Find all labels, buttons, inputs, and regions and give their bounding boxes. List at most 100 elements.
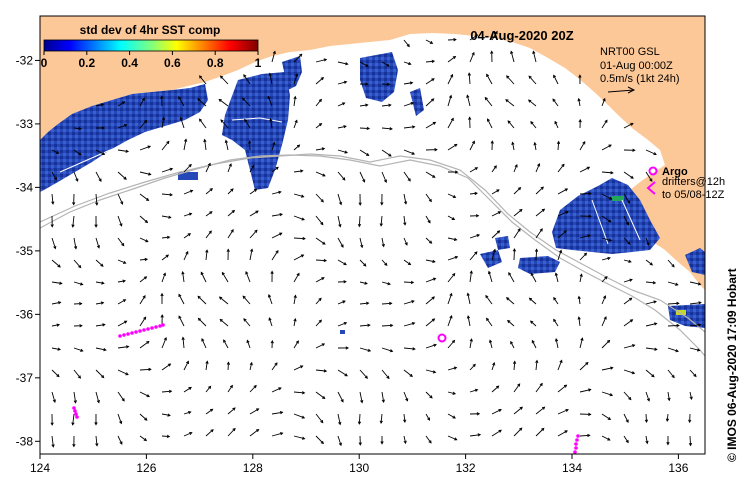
current-vector — [359, 324, 370, 327]
current-vector-head — [243, 74, 247, 78]
sst-patch — [612, 196, 624, 201]
current-vector — [380, 215, 383, 226]
current-vector-head — [279, 213, 283, 217]
current-vector — [645, 347, 657, 350]
current-vector-head — [365, 103, 369, 107]
current-vector — [381, 369, 390, 379]
current-vector-head — [338, 224, 342, 228]
current-vector — [491, 362, 495, 371]
current-vector — [601, 257, 611, 261]
colorbar-title: std dev of 4hr SST comp — [80, 23, 221, 37]
current-vector-head — [553, 296, 557, 301]
current-vector — [139, 258, 148, 261]
current-vector — [293, 73, 298, 85]
current-vector — [244, 119, 251, 129]
current-vector — [468, 73, 471, 85]
current-vector — [403, 149, 415, 155]
current-vector-head — [486, 73, 490, 77]
current-vector-head — [492, 362, 496, 366]
current-vector — [293, 340, 299, 349]
current-vector-head — [268, 72, 272, 76]
current-vector-head — [226, 248, 230, 252]
legend-arrow — [607, 89, 635, 93]
current-vector-head — [73, 246, 78, 250]
current-vector-head — [299, 53, 303, 57]
current-vector — [578, 296, 581, 305]
current-vector — [403, 171, 411, 182]
current-vector — [555, 338, 559, 349]
current-vector — [447, 237, 457, 241]
current-vector — [315, 343, 325, 349]
current-vector — [117, 237, 125, 246]
current-vector — [601, 144, 612, 151]
current-vector-head — [320, 199, 324, 203]
current-vector — [491, 409, 502, 415]
current-vector-head — [338, 442, 342, 447]
current-vector-head — [649, 178, 653, 182]
current-vector — [667, 324, 679, 327]
current-vector — [447, 193, 456, 198]
current-vector-head — [389, 301, 393, 306]
current-vector-head — [468, 116, 472, 120]
sst-patch — [340, 330, 345, 334]
current-vector — [469, 271, 472, 283]
y-tick-label: -32 — [16, 53, 34, 67]
current-vector — [139, 237, 149, 243]
current-vector — [271, 142, 275, 151]
current-vector-head — [384, 262, 388, 266]
sst-patch — [685, 248, 705, 275]
current-vector-head — [188, 163, 192, 168]
current-vector — [293, 96, 296, 107]
current-vector — [557, 409, 569, 415]
current-vector-head — [379, 223, 383, 227]
colorbar-tick-label: 0 — [41, 56, 48, 70]
current-vector — [645, 259, 653, 266]
current-vector — [447, 215, 455, 220]
current-vector-head — [471, 140, 475, 144]
current-vector — [242, 97, 251, 107]
current-vector-head — [675, 349, 679, 353]
current-vector-head — [411, 125, 416, 129]
current-vector — [645, 323, 657, 327]
current-vector-head — [488, 339, 493, 343]
sst-patch — [552, 178, 660, 254]
current-vector-head — [166, 434, 171, 439]
current-vector — [315, 319, 322, 327]
current-vector — [270, 118, 273, 129]
current-vector — [403, 413, 406, 423]
current-vector — [425, 391, 433, 399]
current-vector-head — [649, 262, 654, 266]
current-vector — [667, 302, 679, 305]
current-vector-head — [342, 300, 346, 304]
current-vector-head — [646, 242, 650, 246]
current-vector — [293, 53, 303, 63]
current-vector — [623, 319, 633, 327]
current-vector — [447, 391, 456, 395]
current-vector-head — [563, 230, 567, 234]
current-vector-head — [362, 179, 366, 183]
current-vector-head — [604, 276, 608, 280]
current-vector — [359, 237, 363, 248]
current-vector — [249, 165, 255, 173]
current-vector-head — [146, 394, 150, 398]
current-vector — [488, 271, 493, 283]
current-vector-head — [644, 419, 649, 423]
current-vector-head — [535, 359, 539, 364]
current-vector-head — [411, 322, 416, 326]
current-vector — [359, 61, 369, 67]
current-vector-head — [517, 187, 522, 191]
current-vector — [315, 99, 322, 107]
current-vector-head — [631, 371, 636, 375]
current-vector-head — [389, 323, 394, 328]
current-vector — [469, 389, 478, 393]
current-vector — [601, 120, 608, 129]
current-vector — [315, 123, 322, 129]
current-vector — [403, 61, 411, 65]
current-vector-head — [209, 188, 213, 192]
current-vector — [315, 277, 325, 283]
current-vector-head — [487, 270, 492, 275]
current-vector-head — [667, 397, 671, 402]
current-vector-head — [529, 320, 534, 324]
current-vector-head — [300, 254, 305, 258]
current-vector — [557, 250, 562, 261]
